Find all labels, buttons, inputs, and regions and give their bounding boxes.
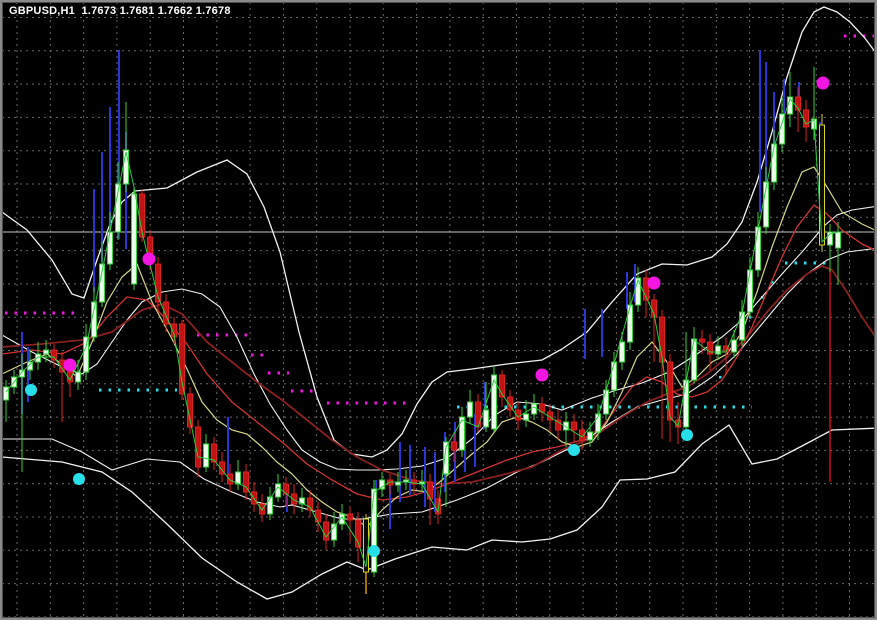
bull-candle bbox=[203, 443, 209, 468]
bear-candle bbox=[411, 479, 417, 485]
bull-candle bbox=[75, 371, 81, 383]
bear-candle bbox=[643, 277, 649, 301]
bull-candle bbox=[595, 413, 601, 433]
bull-candle bbox=[115, 183, 121, 233]
bear-candle bbox=[187, 393, 193, 428]
bull-candle bbox=[123, 149, 129, 185]
bull-candle bbox=[459, 416, 465, 451]
bear-candle bbox=[435, 498, 441, 515]
bear-candle bbox=[291, 493, 297, 505]
magenta-signal-dot bbox=[647, 276, 661, 290]
bear-candle bbox=[347, 513, 353, 521]
bull-candle bbox=[835, 231, 841, 249]
signal-candle bbox=[819, 124, 825, 246]
chart-ohlc-label: GBPUSD,H1 1.7673 1.7681 1.7662 1.7678 bbox=[9, 5, 231, 17]
bull-candle bbox=[267, 496, 273, 515]
bollinger-outer-lower bbox=[2, 424, 875, 600]
bollinger-inner-lower bbox=[2, 247, 875, 520]
bull-candle bbox=[627, 304, 633, 343]
bull-candle bbox=[339, 513, 345, 525]
bull-candle bbox=[619, 341, 625, 363]
magenta-signal-dot bbox=[816, 76, 830, 90]
bull-candle bbox=[467, 401, 473, 418]
bull-candle bbox=[27, 361, 33, 371]
bull-candle bbox=[483, 409, 489, 428]
magenta-signal-dot bbox=[63, 358, 77, 372]
bear-candle bbox=[323, 521, 329, 541]
cyan-signal-dot bbox=[73, 473, 85, 485]
bull-candle bbox=[83, 336, 89, 373]
magenta-signal-dot bbox=[535, 368, 549, 382]
bull-candle bbox=[715, 345, 721, 355]
bull-candle bbox=[523, 413, 529, 421]
bull-candle bbox=[531, 403, 537, 415]
bull-candle bbox=[107, 231, 113, 265]
bull-candle bbox=[3, 386, 9, 401]
bear-candle bbox=[571, 421, 577, 431]
bear-candle bbox=[219, 461, 225, 475]
cyan-signal-dot bbox=[681, 429, 693, 441]
bull-candle bbox=[763, 181, 769, 228]
bear-candle bbox=[227, 473, 233, 485]
bear-candle bbox=[259, 503, 265, 515]
bull-candle bbox=[739, 311, 745, 341]
bull-candle bbox=[755, 226, 761, 271]
magenta-signal-dot bbox=[142, 252, 156, 266]
bear-candle bbox=[155, 263, 161, 303]
bull-candle bbox=[691, 338, 697, 381]
cyan-signal-dot bbox=[568, 444, 580, 456]
bear-candle bbox=[667, 361, 673, 421]
bull-candle bbox=[731, 339, 737, 353]
bear-candle bbox=[427, 481, 433, 500]
bull-candle bbox=[371, 488, 377, 573]
bull-candle bbox=[747, 269, 753, 313]
bear-candle bbox=[211, 443, 217, 463]
bear-candle bbox=[555, 419, 561, 431]
slow-ma-dark-red bbox=[2, 265, 875, 485]
bull-candle bbox=[19, 369, 25, 378]
cyan-trail-dot bbox=[719, 376, 722, 379]
bull-candle bbox=[611, 361, 617, 391]
bull-candle bbox=[827, 231, 833, 246]
bear-candle bbox=[499, 374, 505, 398]
bear-candle bbox=[659, 316, 665, 363]
bear-candle bbox=[179, 323, 185, 395]
bull-candle bbox=[683, 379, 689, 428]
bull-candle bbox=[635, 277, 641, 306]
bear-candle bbox=[163, 301, 169, 325]
bear-candle bbox=[451, 441, 457, 451]
bull-candle bbox=[771, 143, 777, 183]
cyan-trail-dot bbox=[771, 281, 774, 284]
bear-candle bbox=[315, 509, 321, 523]
bear-candle bbox=[795, 96, 801, 111]
bull-candle bbox=[35, 353, 41, 363]
bear-candle bbox=[243, 471, 249, 493]
bear-candle bbox=[307, 497, 313, 511]
bull-candle bbox=[379, 479, 385, 490]
bear-candle bbox=[699, 338, 705, 343]
bull-candle bbox=[587, 431, 593, 441]
bull-candle bbox=[275, 483, 281, 498]
bear-candle bbox=[51, 349, 57, 361]
cyan-signal-dot bbox=[368, 545, 380, 557]
bull-candle bbox=[443, 441, 449, 475]
medium-ma-red bbox=[2, 204, 875, 501]
bull-candle bbox=[131, 193, 137, 285]
bull-candle bbox=[331, 523, 337, 541]
bear-candle bbox=[507, 396, 513, 411]
bear-candle bbox=[707, 341, 713, 355]
bull-candle bbox=[491, 374, 497, 430]
bull-candle bbox=[43, 349, 49, 355]
bollinger-outer-upper bbox=[2, 6, 875, 458]
cyan-trail-dot bbox=[749, 316, 752, 319]
cyan-signal-dot bbox=[25, 384, 37, 396]
bear-candle bbox=[355, 519, 361, 548]
bull-candle bbox=[603, 389, 609, 415]
